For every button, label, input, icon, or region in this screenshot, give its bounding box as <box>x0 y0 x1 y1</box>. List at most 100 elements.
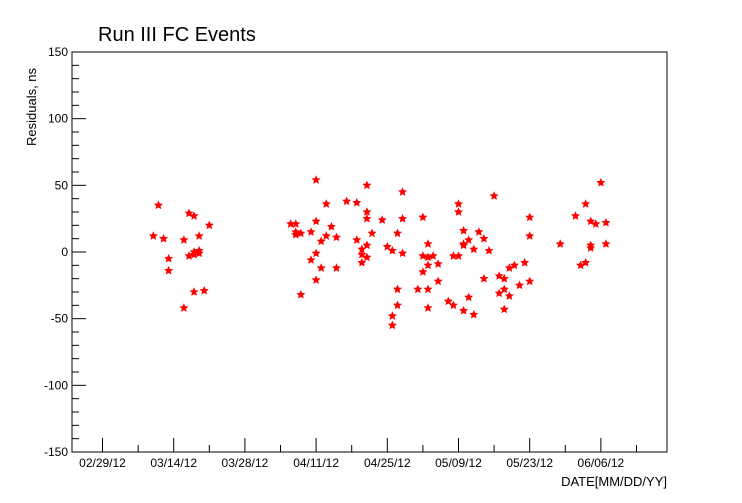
data-point <box>515 280 525 290</box>
data-point <box>204 220 214 230</box>
y-tick-label: 100 <box>48 112 68 126</box>
data-point <box>392 300 402 310</box>
x-tick-label: 04/11/12 <box>293 456 339 470</box>
data-point <box>418 267 428 276</box>
y-tick-label: -50 <box>51 312 69 326</box>
data-point <box>321 199 331 208</box>
data-point <box>469 244 479 254</box>
data-point <box>194 248 204 258</box>
data-point <box>453 199 463 208</box>
data-point <box>296 289 306 299</box>
plot-frame <box>71 51 668 453</box>
data-point <box>489 191 499 200</box>
data-point <box>306 227 316 236</box>
x-axis-label: DATE[MM/DD/YY] <box>561 474 667 489</box>
data-point <box>499 284 509 294</box>
data-point <box>581 199 591 208</box>
data-point <box>387 245 397 255</box>
data-point <box>189 287 199 296</box>
data-point <box>504 291 514 300</box>
data-point <box>581 257 591 267</box>
data-point <box>311 216 321 226</box>
data-point <box>398 187 408 196</box>
x-tick-label: 03/28/12 <box>222 456 269 470</box>
data-point <box>479 233 489 243</box>
y-tick-label: 0 <box>61 245 68 259</box>
data-point <box>362 207 372 216</box>
data-point <box>199 285 209 295</box>
data-point <box>570 211 580 220</box>
data-point <box>306 255 316 264</box>
data-point <box>443 296 453 306</box>
data-point <box>352 197 362 207</box>
data-point <box>601 239 611 248</box>
data-point <box>179 235 189 244</box>
data-point <box>296 228 306 238</box>
x-tick-label: 06/06/12 <box>578 456 625 470</box>
x-tick-label: 05/23/12 <box>506 456 553 470</box>
data-point <box>316 236 326 246</box>
data-point <box>525 212 535 222</box>
data-point <box>525 276 535 286</box>
data-point <box>331 232 341 242</box>
data-point <box>418 251 428 260</box>
data-point <box>377 215 387 224</box>
data-point <box>331 263 341 272</box>
x-tick-label: 04/25/12 <box>364 456 411 470</box>
data-point <box>387 311 397 320</box>
y-axis: -150 -100 -50 0 50 100 150 <box>44 45 86 459</box>
data-point <box>194 231 204 240</box>
data-point <box>464 292 474 302</box>
data-point <box>311 175 321 184</box>
data-point <box>423 239 433 248</box>
data-point <box>326 221 336 231</box>
data-point <box>499 273 509 283</box>
data-point <box>321 231 331 240</box>
data-point <box>464 235 474 244</box>
data-point <box>413 284 423 294</box>
data-point <box>387 320 397 330</box>
data-point <box>352 235 362 244</box>
data-point <box>555 239 565 248</box>
data-point <box>453 207 463 216</box>
data-point <box>179 303 189 312</box>
data-point <box>459 305 469 315</box>
data-point <box>189 211 199 220</box>
data-point <box>392 228 402 238</box>
data-point <box>509 260 519 270</box>
data-point <box>596 177 606 187</box>
data-point <box>357 257 367 267</box>
data-point <box>362 180 372 190</box>
y-tick-label: 50 <box>55 178 69 192</box>
data-point <box>398 213 408 223</box>
data-point <box>362 240 372 250</box>
data-point <box>525 231 535 240</box>
data-point <box>311 248 321 258</box>
data-point <box>433 259 443 268</box>
data-point <box>148 231 158 240</box>
data-point <box>153 200 163 210</box>
x-tick-label: 02/29/12 <box>79 456 126 470</box>
data-point <box>448 300 458 310</box>
data-point <box>601 217 611 227</box>
data-point <box>362 252 372 262</box>
data-point <box>474 227 484 236</box>
data-point <box>591 219 601 228</box>
data-point <box>484 245 494 255</box>
data-point <box>362 213 372 223</box>
data-point <box>342 196 352 206</box>
data-point <box>398 248 408 258</box>
y-tick-label: -150 <box>44 445 68 459</box>
data-point <box>316 263 326 272</box>
data-point <box>392 284 402 294</box>
y-tick-label: -100 <box>44 378 68 392</box>
chart-title: Run III FC Events <box>98 24 256 46</box>
data-point <box>423 303 433 312</box>
data-point <box>469 309 479 319</box>
data-point <box>164 265 174 275</box>
data-point <box>453 251 463 260</box>
x-tick-label: 03/14/12 <box>150 456 197 470</box>
data-point <box>291 219 301 228</box>
y-tick-label: 150 <box>48 45 68 59</box>
